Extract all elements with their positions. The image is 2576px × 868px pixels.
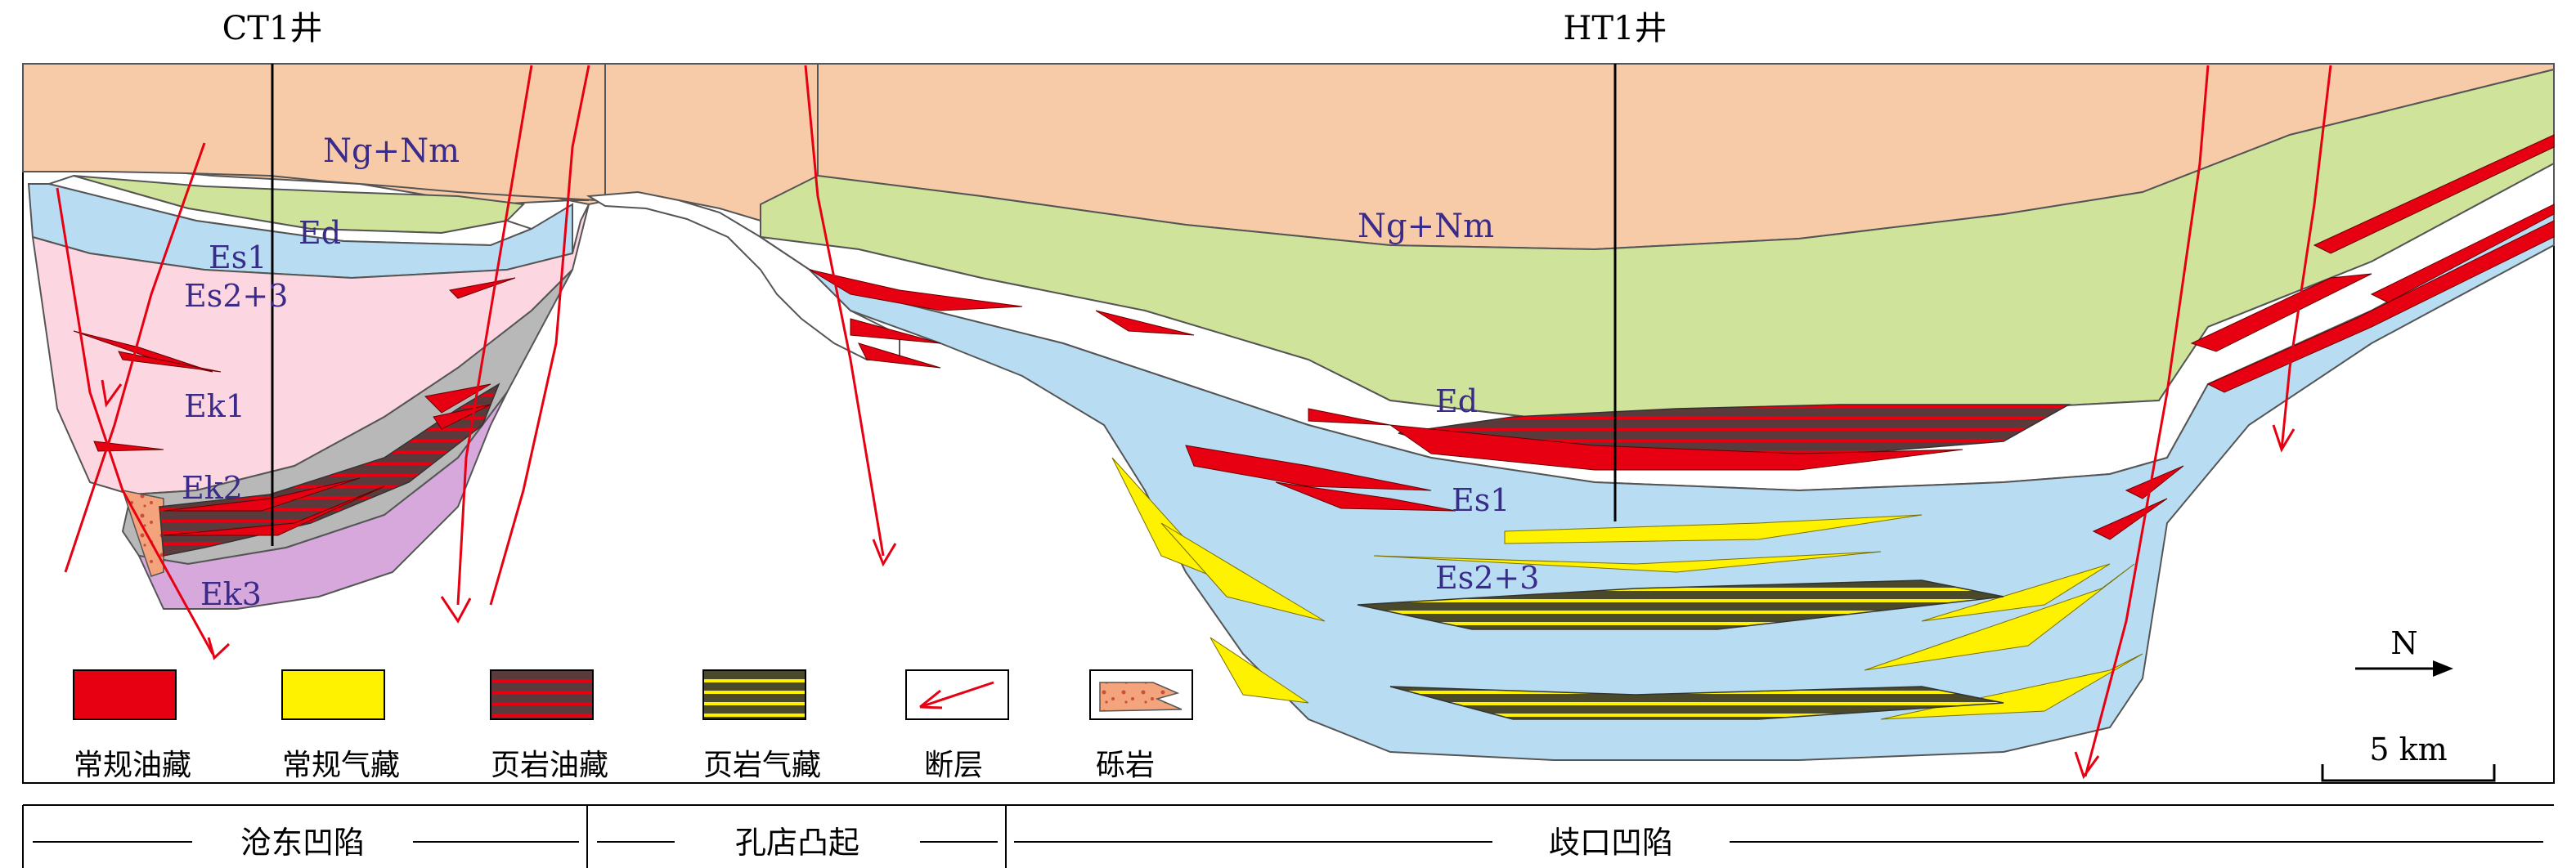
label-es23-left: Es2+3 (184, 278, 288, 314)
label-es1-right: Es1 (1452, 482, 1510, 518)
label-ed-left: Ed (298, 215, 341, 251)
conglomerate-icon (1099, 682, 1183, 712)
regions-bar: 沧东凹陷 孔店凸起 歧口凹陷 (22, 804, 2554, 868)
legend-swatch-shale-gas (702, 669, 806, 720)
legend-label-conglomerate: 砾岩 (1096, 749, 1155, 782)
scale-bar: 5 km (2321, 732, 2496, 782)
region-cangdong: 沧东凹陷 (240, 825, 365, 861)
oil-lenses-left (73, 277, 516, 536)
legend-label-oil: 常规油藏 (74, 749, 191, 782)
well-ct1-label: CT1井 (222, 10, 323, 47)
fault-arrows (101, 379, 2296, 780)
north-label: N (2390, 625, 2417, 661)
es23-layer-right (809, 211, 2555, 761)
label-ek1: Ek1 (184, 388, 245, 424)
label-ng-nm-right: Ng+Nm (1358, 208, 1494, 245)
conglomerate-wedge (121, 490, 164, 577)
label-ed-right: Ed (1435, 383, 1478, 419)
oil-lenses-right (809, 134, 2555, 540)
region-kongdian: 孔店凸起 (735, 825, 859, 861)
label-ek2: Ek2 (182, 470, 243, 506)
label-es23-right: Es2+3 (1435, 560, 1539, 596)
legend-label-fault: 断层 (924, 749, 983, 782)
scale-label: 5 km (2369, 732, 2447, 767)
legend-swatch-gas (281, 669, 385, 720)
gas-lenses-right (1111, 457, 2143, 720)
legend-label-shale-gas: 页岩气藏 (703, 749, 821, 782)
region-qikou: 歧口凹陷 (1549, 825, 1673, 861)
faults (56, 65, 2332, 777)
legend-fault-arrow-head-icon (919, 689, 943, 709)
legend: 常规油藏 常规气藏 页岩油藏 页岩气藏 断层 砾岩 (73, 669, 1193, 782)
legend-fault-arrow-icon (919, 681, 994, 709)
scale-bar-line (2321, 764, 2496, 782)
shale-gas-lower (1389, 686, 2004, 720)
north-arrow: N (2355, 625, 2453, 677)
legend-swatch-oil (73, 669, 177, 720)
legend-swatch-shale-oil (490, 669, 594, 720)
label-ng-nm-left: Ng+Nm (323, 132, 460, 170)
well-ht1-label: HT1井 (1563, 10, 1667, 47)
legend-label-gas: 常规气藏 (282, 749, 400, 782)
label-es1-left: Es1 (209, 239, 267, 275)
legend-label-shale-oil: 页岩油藏 (491, 749, 608, 782)
shale-oil-left (159, 383, 500, 557)
shale-gas-upper (1357, 579, 2004, 630)
north-arrow-head-icon (2433, 660, 2453, 677)
label-ek3: Ek3 (200, 576, 262, 612)
